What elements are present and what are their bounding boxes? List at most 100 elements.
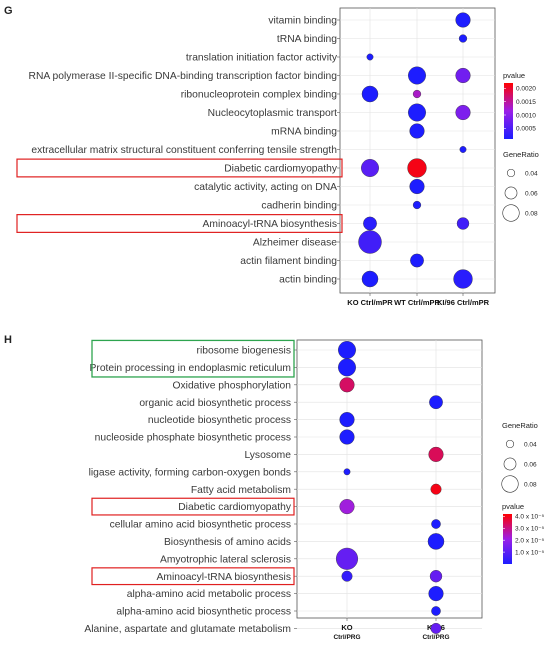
dot-translation-initiation-factor-activity-ko-ctrl-mpr [366,53,374,61]
category-label-alanine-aspartate-and-glutamate-metabolism: Alanine, aspartate and glutamate metabol… [84,624,291,635]
dot-diabetic-cardiomyopathy-ko-ctrl-mpr [361,159,379,177]
category-label-alpha-amino-acid-biosynthetic-process: alpha-amino acid biosynthetic process [116,607,291,618]
category-label-protein-processing-in-endoplasmic-reticulum: Protein processing in endoplasmic reticu… [90,363,291,374]
category-label-nucleotide-biosynthetic-process: nucleotide biosynthetic process [148,415,291,426]
legend-pvalue-tick: 4.0 x 10⁻⁵ [515,514,545,521]
legend-generatio-label: 0.04 [524,442,537,449]
dot-fatty-acid-metabolism-ki-96-ctrl-prg [430,483,442,495]
panel-g-dotplot: vitamin binding tRNA binding translation i… [16,7,539,307]
category-label-cadherin-binding: cadherin binding [261,201,337,212]
dot-aminoacyl-trna-biosynthesis-ko-ctrl-prg [341,570,353,582]
category-label-trna-binding: tRNA binding [277,34,337,45]
legend-size-circle [503,457,517,471]
dot-nucleocytoplasmic-transport-ki-96-ctrl-mpr [455,104,471,121]
legend-pvalue-tick: 0.0005 [516,126,536,133]
legend-generatio-title: GeneRatio [502,421,538,430]
dot-ribonucleoprotein-complex-binding-wt-ctrl-mpr [412,89,422,99]
dot-nucleoside-phosphate-biosynthetic-process-ko-ctrl-prg [339,429,355,445]
dot-alpha-amino-acid-metabolic-process-ki-96-ctrl-prg [428,586,444,602]
x-label-ko-ctrl-prg: KO Ctrl/PRG [333,623,360,641]
category-label-ribosome-biogenesis: ribosome biogenesis [197,346,291,357]
panel-label-h: H [4,334,12,346]
category-label-diabetic-cardiomyopathy: Diabetic cardiomyopathy [178,502,292,513]
legend-size-circle [504,186,518,200]
category-label-organic-acid-biosynthetic-process: organic acid biosynthetic process [139,398,291,409]
dot-organic-acid-biosynthetic-process-ki-96-ctrl-prg [429,395,443,410]
dot-alanine-aspartate-and-glutamate-metabolism-ki-96-ctrl-prg [430,622,442,634]
legend-pvalue-tick: 3.0 x 10⁻⁵ [515,526,545,533]
category-label-mrna-binding: mRNA binding [271,127,337,138]
highlight-box-green [91,339,295,378]
legend-generatio-title: GeneRatio [503,150,539,159]
category-label-extracellular-matrix-structural-constituent-conferring-tensile-strength: extracellular matrix structural constitu… [31,145,337,156]
category-label-ligase-activity-forming-carbon-oxygen-bonds: ligase activity, forming carbon-oxygen b… [89,467,291,478]
dot-ribonucleoprotein-complex-binding-ko-ctrl-mpr [361,85,379,103]
dot-extracellular-matrix-structural-constituent-conferring-tensile-strength-ki-96-ctrl-mpr [459,146,467,153]
category-label-alzheimer-disease: Alzheimer disease [253,238,337,249]
dot-alzheimer-disease-ko-ctrl-mpr [358,230,382,254]
category-label-catalytic-activity-acting-on-dna: catalytic activity, acting on DNA [194,182,337,193]
legend-size-circle [502,204,520,222]
dot-trna-binding-ki-96-ctrl-mpr [458,34,468,43]
legend-size-circle [505,439,515,449]
category-label-fatty-acid-metabolism: Fatty acid metabolism [191,485,291,496]
dot-amyotrophic-lateral-sclerosis-ko-ctrl-prg [335,547,359,570]
category-label-translation-initiation-factor-activity: translation initiation factor activity [186,53,338,64]
dot-protein-processing-in-endoplasmic-reticulum-ko-ctrl-prg [338,358,356,377]
plot-area [296,339,483,619]
dot-aminoacyl-trna-biosynthesis-ki-96-ctrl-mpr [456,217,470,230]
legend-generatio-label: 0.04 [525,171,538,178]
dot-nucleocytoplasmic-transport-wt-ctrl-mpr [408,103,426,122]
highlight-box-diabetic-cardiomyopathy [16,158,343,178]
dot-oxidative-phosphorylation-ko-ctrl-prg [339,377,355,393]
category-label-vitamin-binding: vitamin binding [268,16,337,27]
category-label-nucleoside-phosphate-biosynthetic-process: nucleoside phosphate biosynthetic proces… [95,433,291,444]
category-label-diabetic-cardiomyopathy: Diabetic cardiomyopathy [224,164,338,175]
category-label-oxidative-phosphorylation: Oxidative phosphorylation [173,380,292,391]
dot-rna-polymerase-ii-specific-dna-binding-transcription-factor-binding-ki-96-ctrl-mpr [455,67,471,84]
dot-alpha-amino-acid-biosynthetic-process-ki-96-ctrl-prg [431,606,441,616]
legend-pvalue-tick: 0.0010 [516,112,536,119]
dot-vitamin-binding-ki-96-ctrl-mpr [455,12,471,28]
panel-label-g: G [4,5,13,17]
legend-colorbar [504,83,513,139]
dot-aminoacyl-trna-biosynthesis-ko-ctrl-mpr [363,216,377,231]
legend-pvalue-title: pvalue [502,502,524,511]
legend-size-circle [501,475,519,493]
dot-catalytic-activity-acting-on-dna-wt-ctrl-mpr [409,178,425,195]
category-label-amyotrophic-lateral-sclerosis: Amyotrophic lateral sclerosis [160,554,291,565]
category-label-alpha-amino-acid-metabolic-process: alpha-amino acid metabolic process [127,589,291,600]
dot-lysosome-ki-96-ctrl-prg [428,446,444,462]
dot-ligase-activity-forming-carbon-oxygen-bonds-ko-ctrl-prg [343,468,351,476]
legend-pvalue-tick: 2.0 x 10⁻⁵ [515,537,545,544]
dot-actin-filament-binding-wt-ctrl-mpr [410,253,424,268]
highlight-box-aminoacyl-trna-biosynthesis [91,567,295,586]
dot-aminoacyl-trna-biosynthesis-ki-96-ctrl-prg [429,570,443,583]
legend-colorbar [503,514,512,564]
legend-pvalue-tick: 1.0 x 10⁻⁵ [515,549,545,556]
dot-cellular-amino-acid-biosynthetic-process-ki-96-ctrl-prg [431,519,441,529]
x-label-wt-ctrl-mpr: WT Ctrl/mPR [394,298,440,307]
legend-pvalue-tick: 0.0020 [516,86,536,93]
legend-pvalue-title: pvalue [503,71,525,80]
dot-actin-binding-ko-ctrl-mpr [361,270,379,288]
x-label-ko-ctrl-mpr: KO Ctrl/mPR [347,298,393,307]
legend-generatio-label: 0.06 [524,462,537,469]
dot-actin-binding-ki-96-ctrl-mpr [453,269,473,289]
category-label-actin-filament-binding: actin filament binding [240,256,337,267]
x-label-ki-96-ctrl-mpr: KI/96 Ctrl/mPR [437,298,490,307]
dot-rna-polymerase-ii-specific-dna-binding-transcription-factor-binding-wt-ctrl-mpr [408,66,426,85]
dot-nucleotide-biosynthetic-process-ko-ctrl-prg [339,412,355,428]
legend-pvalue-tick: 0.0015 [516,99,536,106]
legend-generatio-label: 0.06 [525,191,538,198]
legend-generatio-label: 0.08 [524,482,537,489]
dot-diabetic-cardiomyopathy-ko-ctrl-prg [339,499,355,515]
category-label-ribonucleoprotein-complex-binding: ribonucleoprotein complex binding [181,90,338,101]
dot-biosynthesis-of-amino-acids-ki-96-ctrl-prg [427,533,445,550]
dot-diabetic-cardiomyopathy-wt-ctrl-mpr [407,158,427,178]
dot-cadherin-binding-wt-ctrl-mpr [412,200,422,210]
highlight-box-aminoacyl-trna-biosynthesis [16,214,343,233]
legend-size-circle [506,168,516,178]
category-label-biosynthesis-of-amino-acids: Biosynthesis of amino acids [164,537,291,548]
category-label-lysosome: Lysosome [244,450,291,461]
